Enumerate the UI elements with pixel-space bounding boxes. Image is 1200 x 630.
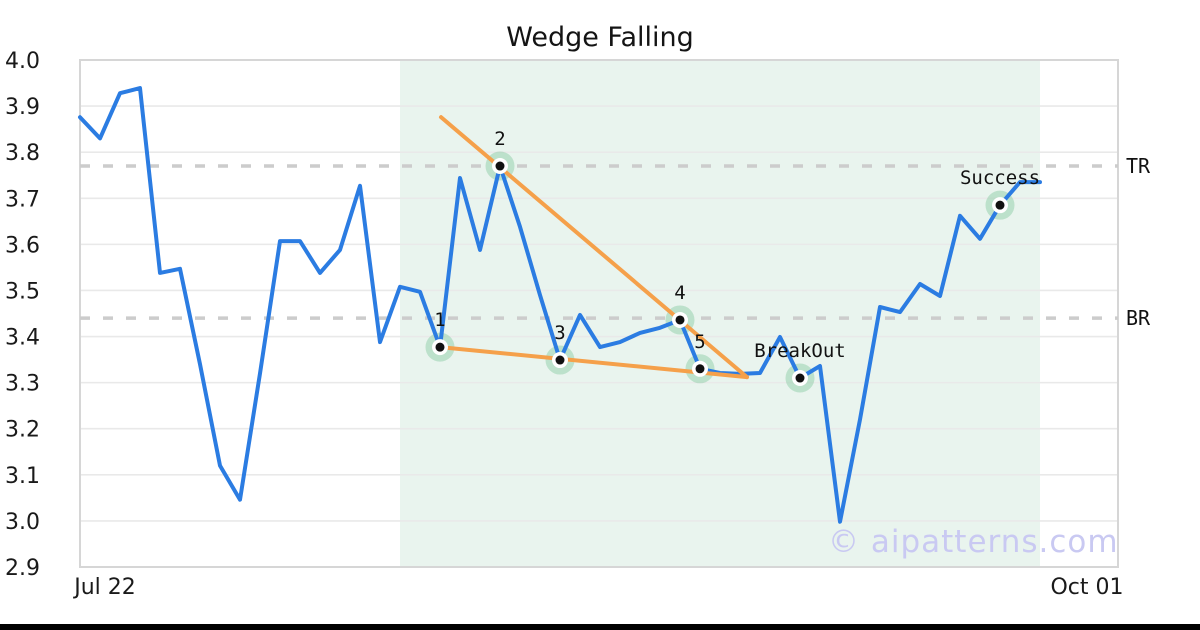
y-tick-3.2: 3.2	[5, 418, 40, 443]
marker-dot-Success	[995, 200, 1005, 210]
marker-label-3: 3	[554, 322, 565, 344]
watermark: © aipatterns.com	[828, 524, 1119, 560]
marker-label-4: 4	[674, 282, 685, 304]
marker-dot-5	[695, 364, 705, 374]
trendline-upper	[439, 115, 749, 380]
x-tick-Oct-01: Oct 01	[1050, 575, 1123, 600]
marker-label-BreakOut: BreakOut	[754, 340, 846, 362]
level-label-TR: TR	[1126, 154, 1151, 178]
level-label-BR: BR	[1126, 306, 1151, 330]
y-tick-3.8: 3.8	[5, 141, 40, 166]
y-tick-3.3: 3.3	[5, 372, 40, 397]
marker-dot-4	[675, 315, 685, 325]
y-tick-3.9: 3.9	[5, 95, 40, 120]
marker-label-2: 2	[494, 128, 505, 150]
y-tick-3.7: 3.7	[5, 187, 40, 212]
marker-label-5: 5	[694, 331, 705, 353]
marker-dot-3	[555, 355, 565, 365]
y-tick-3.1: 3.1	[5, 464, 40, 489]
y-tick-2.9: 2.9	[5, 556, 40, 581]
plot-frame	[79, 59, 1119, 568]
marker-dot-2	[495, 161, 505, 171]
marker-label-1: 1	[434, 309, 445, 331]
marker-dot-BreakOut	[795, 373, 805, 383]
y-tick-3.6: 3.6	[5, 233, 40, 258]
y-tick-3.0: 3.0	[5, 510, 40, 535]
y-tick-4.0: 4.0	[5, 49, 40, 74]
marker-dot-1	[435, 342, 445, 352]
footer-bar	[0, 624, 1200, 630]
y-tick-3.5: 3.5	[5, 279, 40, 304]
x-tick-Jul-22: Jul 22	[72, 575, 136, 600]
chart-title: Wedge Falling	[506, 22, 694, 53]
y-tick-3.4: 3.4	[5, 326, 40, 351]
marker-label-Success: Success	[960, 167, 1040, 189]
pattern-region-shade	[400, 60, 1040, 567]
